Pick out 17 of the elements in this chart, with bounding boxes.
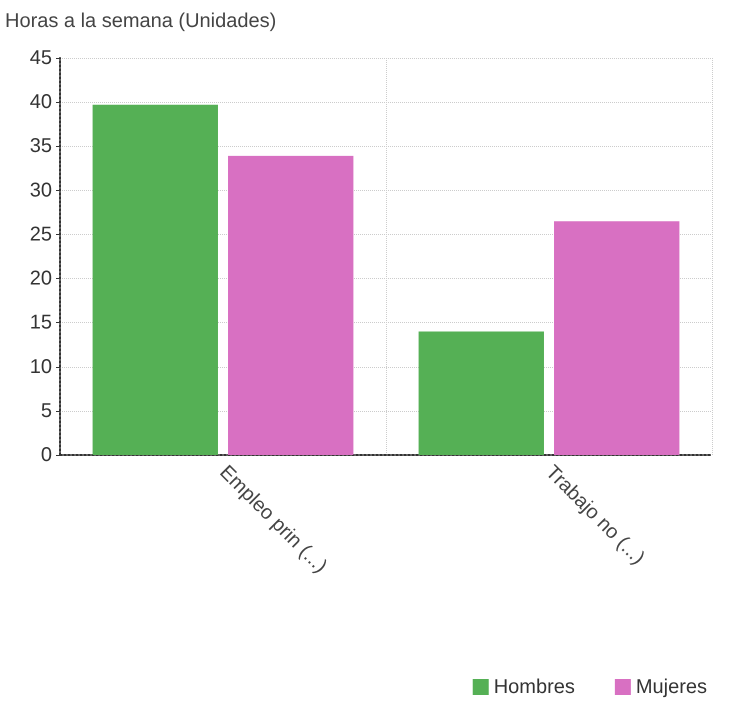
y-tick-label: 15 xyxy=(30,312,52,334)
y-tick-label: 25 xyxy=(30,223,52,246)
bar xyxy=(554,221,680,455)
bar xyxy=(92,104,218,455)
chart-title: Horas a la semana (Unidades) xyxy=(5,10,276,32)
bar xyxy=(418,331,544,455)
y-tick-label: 10 xyxy=(30,356,52,378)
y-tick-label: 40 xyxy=(30,91,52,114)
bar xyxy=(228,156,354,455)
y-tick-label: 5 xyxy=(40,400,52,422)
y-tick-label: 20 xyxy=(30,268,52,290)
legend-label: Mujeres xyxy=(636,676,708,698)
legend-label: Hombres xyxy=(494,676,575,698)
y-tick-label: 35 xyxy=(30,135,52,158)
y-tick-label: 30 xyxy=(30,179,52,202)
y-tick-label: 45 xyxy=(30,47,52,69)
y-tick-label: 0 xyxy=(40,444,52,466)
